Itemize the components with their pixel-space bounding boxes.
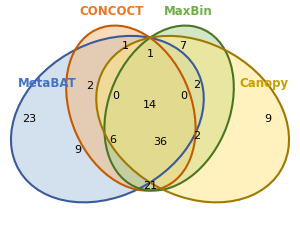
Ellipse shape	[11, 36, 204, 202]
Text: 0: 0	[180, 91, 187, 101]
Text: MaxBin: MaxBin	[164, 4, 213, 18]
Text: 14: 14	[143, 100, 157, 110]
Text: Canopy: Canopy	[239, 77, 288, 90]
Text: 23: 23	[22, 114, 37, 124]
Text: 1: 1	[146, 49, 154, 59]
Ellipse shape	[96, 36, 289, 202]
Text: 21: 21	[143, 181, 157, 191]
Text: 2: 2	[86, 81, 93, 91]
Text: CONCOCT: CONCOCT	[80, 4, 144, 18]
Text: 9: 9	[264, 114, 271, 124]
Text: MetaBAT: MetaBAT	[18, 77, 76, 90]
Ellipse shape	[104, 26, 234, 191]
Ellipse shape	[66, 26, 196, 191]
Text: 7: 7	[179, 41, 186, 51]
Text: 0: 0	[113, 91, 120, 101]
Text: 6: 6	[110, 135, 117, 145]
Text: 2: 2	[194, 80, 201, 90]
Text: 9: 9	[74, 145, 82, 155]
Text: 36: 36	[153, 137, 167, 147]
Text: 1: 1	[122, 41, 128, 51]
Text: 2: 2	[194, 131, 201, 141]
